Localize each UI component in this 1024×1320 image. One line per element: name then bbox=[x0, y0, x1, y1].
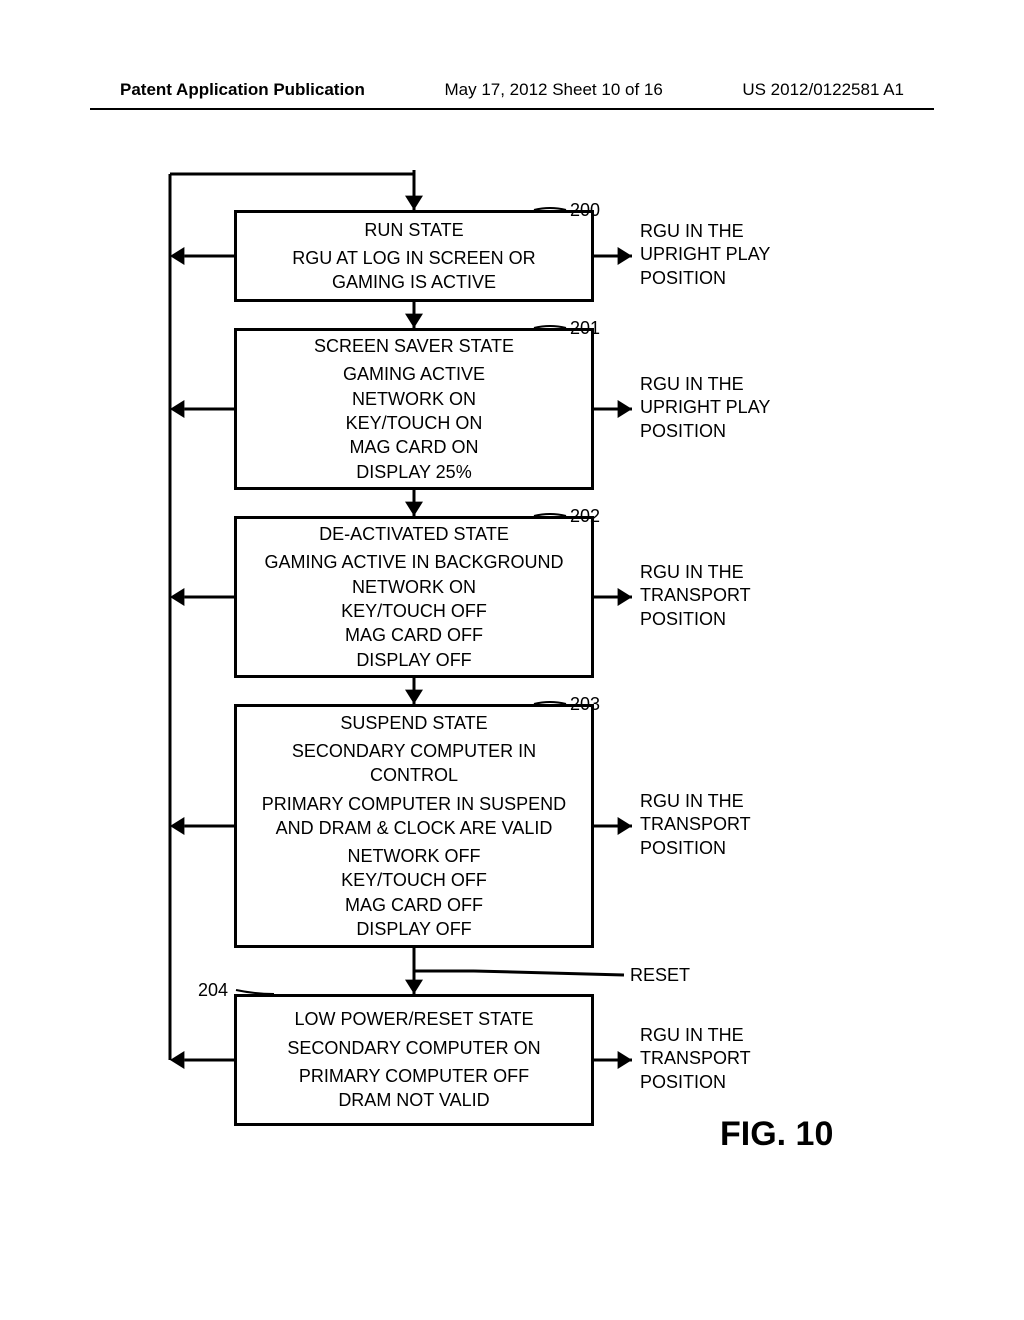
box-line: KEY/TOUCH ON bbox=[346, 411, 483, 435]
box-line: KEY/TOUCH OFF bbox=[341, 599, 487, 623]
ref-b3: 203 bbox=[570, 694, 600, 715]
side-label-b1: RGU IN THEUPRIGHT PLAYPOSITION bbox=[640, 373, 770, 443]
box-line: CONTROL bbox=[370, 763, 458, 787]
box-line: DISPLAY OFF bbox=[356, 917, 471, 941]
side-line: POSITION bbox=[640, 837, 751, 860]
box-line: MAG CARD OFF bbox=[345, 893, 483, 917]
box-line: NETWORK ON bbox=[352, 387, 476, 411]
flowchart: RUN STATE RGU AT LOG IN SCREEN ORGAMING I… bbox=[0, 170, 1024, 1230]
box-line: RGU AT LOG IN SCREEN OR bbox=[292, 246, 535, 270]
side-label-b4: RGU IN THETRANSPORTPOSITION bbox=[640, 1024, 751, 1094]
box-line: NETWORK OFF bbox=[348, 844, 481, 868]
side-line: RGU IN THE bbox=[640, 790, 751, 813]
box-line: GAMING ACTIVE IN BACKGROUND bbox=[264, 550, 563, 574]
side-label-b3: RGU IN THETRANSPORTPOSITION bbox=[640, 790, 751, 860]
box-line: MAG CARD ON bbox=[349, 435, 478, 459]
ref-b0: 200 bbox=[570, 200, 600, 221]
box-line: DRAM NOT VALID bbox=[338, 1088, 489, 1112]
side-line: RGU IN THE bbox=[640, 561, 751, 584]
figure-label: FIG. 10 bbox=[720, 1115, 833, 1154]
ref-b2: 202 bbox=[570, 506, 600, 527]
side-line: POSITION bbox=[640, 267, 770, 290]
side-line: TRANSPORT bbox=[640, 584, 751, 607]
side-line: POSITION bbox=[640, 1071, 751, 1094]
side-line: UPRIGHT PLAY bbox=[640, 243, 770, 266]
box-line: NETWORK ON bbox=[352, 575, 476, 599]
box-line: MAG CARD OFF bbox=[345, 623, 483, 647]
side-line: POSITION bbox=[640, 608, 751, 631]
box-line: KEY/TOUCH OFF bbox=[341, 868, 487, 892]
box-line: PRIMARY COMPUTER OFF bbox=[299, 1064, 529, 1088]
box-line: DISPLAY OFF bbox=[356, 648, 471, 672]
side-label-b0: RGU IN THEUPRIGHT PLAYPOSITION bbox=[640, 220, 770, 290]
box-line: PRIMARY COMPUTER IN SUSPEND bbox=[262, 792, 566, 816]
side-line: UPRIGHT PLAY bbox=[640, 396, 770, 419]
side-line: RGU IN THE bbox=[640, 373, 770, 396]
side-label-b2: RGU IN THETRANSPORTPOSITION bbox=[640, 561, 751, 631]
side-line: TRANSPORT bbox=[640, 1047, 751, 1070]
header-mid: May 17, 2012 Sheet 10 of 16 bbox=[444, 80, 662, 100]
box-title: SUSPEND STATE bbox=[340, 711, 487, 735]
box-line: GAMING IS ACTIVE bbox=[332, 270, 496, 294]
side-line: TRANSPORT bbox=[640, 813, 751, 836]
page-header: Patent Application Publication May 17, 2… bbox=[0, 80, 1024, 100]
reset-label: RESET bbox=[630, 965, 690, 986]
state-box-b2: DE-ACTIVATED STATE GAMING ACTIVE IN BACKG… bbox=[234, 516, 594, 678]
header-left: Patent Application Publication bbox=[120, 80, 365, 100]
header-right: US 2012/0122581 A1 bbox=[742, 80, 904, 100]
box-title: LOW POWER/RESET STATE bbox=[294, 1007, 533, 1031]
state-box-b4: LOW POWER/RESET STATESECONDARY COMPUTER … bbox=[234, 994, 594, 1126]
state-box-b1: SCREEN SAVER STATE GAMING ACTIVENETWORK O… bbox=[234, 328, 594, 490]
box-line: SECONDARY COMPUTER IN bbox=[292, 739, 536, 763]
box-title: DE-ACTIVATED STATE bbox=[319, 522, 509, 546]
box-line: DISPLAY 25% bbox=[356, 460, 471, 484]
ref-b4: 204 bbox=[198, 980, 228, 1001]
box-title: SCREEN SAVER STATE bbox=[314, 334, 514, 358]
box-title: RUN STATE bbox=[364, 218, 463, 242]
header-rule bbox=[90, 108, 934, 110]
side-line: RGU IN THE bbox=[640, 1024, 751, 1047]
side-line: POSITION bbox=[640, 420, 770, 443]
side-line: RGU IN THE bbox=[640, 220, 770, 243]
state-box-b0: RUN STATE RGU AT LOG IN SCREEN ORGAMING I… bbox=[234, 210, 594, 302]
state-box-b3: SUSPEND STATE SECONDARY COMPUTER INCONTRO… bbox=[234, 704, 594, 948]
ref-b1: 201 bbox=[570, 318, 600, 339]
box-line: GAMING ACTIVE bbox=[343, 362, 485, 386]
